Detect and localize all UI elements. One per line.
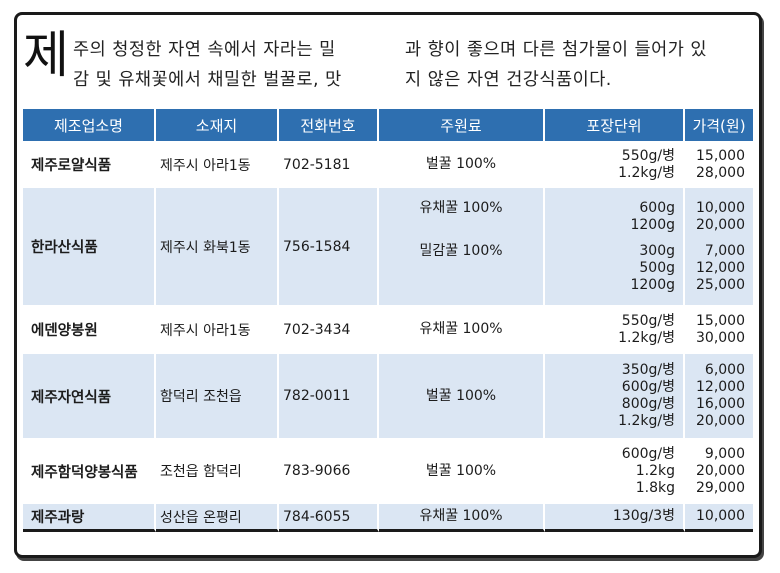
cell-phone: 756-1584 [279, 186, 379, 305]
drop-cap: 제 [23, 26, 69, 84]
price-line: 29,000 [696, 479, 745, 496]
cell-name: 제주자연식품 [23, 352, 156, 438]
intro-line-1-right: 과 향이 좋으며 다른 첨가물이 들어가 있 [405, 40, 707, 60]
unit-line: 1.8kg [635, 479, 675, 496]
cell-units: 550g/병 1.2kg/병 [545, 305, 685, 352]
unit-line: 130g/3병 [612, 508, 675, 524]
header-ingredient: 주원료 [379, 109, 545, 141]
cell-ingredient: 유채꿀 100% [379, 305, 545, 352]
cell-prices: 6,000 12,000 16,000 20,000 [685, 352, 753, 438]
ingredient-line: 밀감꿀 100% [419, 242, 503, 259]
cell-ingredient: 벌꿀 100% [379, 438, 545, 502]
unit-line: 1.2kg/병 [618, 329, 675, 346]
cell-location: 성산읍 온평리 [156, 502, 279, 532]
cell-ingredient: 벌꿀 100% [379, 141, 545, 186]
intro-line-2-left: 감 및 유채꽃에서 채밀한 벌꿀로, 맛 [73, 70, 342, 90]
cell-units: 550g/병 1.2kg/병 [545, 141, 685, 186]
cell-ingredient: 유채꿀 100% [379, 502, 545, 532]
price-line: 12,000 [696, 379, 745, 395]
cell-phone: 702-5181 [279, 141, 379, 186]
table-row: 제주과랑 성산읍 온평리 784-6055 유채꿀 100% 130g/3병 1… [23, 502, 753, 532]
ingredient-line: 벌꿀 100% [425, 387, 497, 404]
table-row: 제주로얄식품 제주시 아라1동 702-5181 벌꿀 100% 550g/병 … [23, 141, 753, 186]
header-package-unit: 포장단위 [545, 109, 685, 141]
intro-paragraph: 제 주의 청정한 자연 속에서 자라는 밀 감 및 유채꽃에서 채밀한 벌꿀로,… [17, 15, 759, 111]
cell-location: 제주시 아라1동 [156, 305, 279, 352]
unit-line: 1.2kg [635, 462, 675, 479]
cell-name: 제주로얄식품 [23, 141, 156, 186]
price-line: 20,000 [696, 462, 745, 479]
cell-location: 조천읍 함덕리 [156, 438, 279, 502]
header-phone: 전화번호 [279, 109, 379, 141]
cell-location: 제주시 화북1동 [156, 186, 279, 305]
cell-prices: 15,000 30,000 [685, 305, 753, 352]
unit-line: 800g/병 [621, 396, 675, 412]
ingredient-line: 벌꿀 100% [425, 462, 497, 479]
price-line: 16,000 [696, 396, 745, 412]
honey-manufacturer-table: 제조업소명 소재지 전화번호 주원료 포장단위 가격(원) 제주로얄식품 제주시… [23, 109, 753, 532]
cell-prices: 10,000 20,000 7,000 12,000 25,000 [685, 186, 753, 305]
cell-phone: 782-0011 [279, 352, 379, 438]
table-row: 제주함덕양봉식품 조천읍 함덕리 783-9066 벌꿀 100% 600g/병… [23, 438, 753, 502]
cell-name: 제주함덕양봉식품 [23, 438, 156, 502]
price-line: 10,000 [696, 199, 745, 216]
unit-line: 1.2kg/병 [618, 413, 675, 429]
cell-units: 130g/3병 [545, 502, 685, 532]
price-line: 12,000 [696, 259, 745, 276]
table-row: 한라산식품 제주시 화북1동 756-1584 유채꿀 100% 밀감꿀 100… [23, 186, 753, 305]
cell-ingredient: 유채꿀 100% 밀감꿀 100% [379, 186, 545, 305]
ingredient-line: 유채꿀 100% [419, 321, 503, 337]
document-frame: 제 주의 청정한 자연 속에서 자라는 밀 감 및 유채꽃에서 채밀한 벌꿀로,… [14, 12, 762, 558]
unit-line: 1200g [630, 276, 675, 293]
table-row: 에덴양봉원 제주시 아라1동 702-3434 유채꿀 100% 550g/병 … [23, 305, 753, 352]
cell-prices: 15,000 28,000 [685, 141, 753, 186]
header-manufacturer: 제조업소명 [23, 109, 156, 141]
cell-location: 함덕리 조천읍 [156, 352, 279, 438]
cell-name: 한라산식품 [23, 186, 156, 305]
table-header-row: 제조업소명 소재지 전화번호 주원료 포장단위 가격(원) [23, 109, 753, 141]
price-line: 7,000 [704, 242, 745, 259]
price-line: 25,000 [696, 276, 745, 293]
cell-units: 600g 1200g 300g 500g 1200g [545, 186, 685, 305]
unit-line: 1200g [630, 216, 675, 233]
price-line: 20,000 [696, 413, 745, 429]
unit-line: 500g [639, 259, 675, 276]
header-location: 소재지 [156, 109, 279, 141]
cell-ingredient: 벌꿀 100% [379, 352, 545, 438]
cell-location: 제주시 아라1동 [156, 141, 279, 186]
price-line: 15,000 [696, 312, 745, 329]
price-line: 15,000 [696, 147, 745, 164]
price-line: 10,000 [696, 508, 745, 524]
cell-phone: 783-9066 [279, 438, 379, 502]
price-line: 28,000 [696, 164, 745, 181]
unit-line: 350g/병 [621, 362, 675, 378]
unit-line: 600g [639, 199, 675, 216]
price-line: 6,000 [704, 362, 745, 378]
ingredient-line: 유채꿀 100% [419, 199, 503, 216]
cell-units: 350g/병 600g/병 800g/병 1.2kg/병 [545, 352, 685, 438]
price-line: 30,000 [696, 329, 745, 346]
cell-units: 600g/병 1.2kg 1.8kg [545, 438, 685, 502]
cell-prices: 9,000 20,000 29,000 [685, 438, 753, 502]
unit-line: 300g [639, 242, 675, 259]
unit-line: 550g/병 [621, 147, 675, 164]
cell-phone: 702-3434 [279, 305, 379, 352]
cell-name: 에덴양봉원 [23, 305, 156, 352]
price-line: 9,000 [704, 445, 745, 462]
cell-name: 제주과랑 [23, 502, 156, 532]
unit-line: 1.2kg/병 [618, 164, 675, 181]
price-line: 20,000 [696, 216, 745, 233]
cell-prices: 10,000 [685, 502, 753, 532]
table-row: 제주자연식품 함덕리 조천읍 782-0011 벌꿀 100% 350g/병 6… [23, 352, 753, 438]
unit-line: 550g/병 [621, 312, 675, 329]
ingredient-line: 유채꿀 100% [419, 508, 503, 524]
intro-line-1-left: 주의 청정한 자연 속에서 자라는 밀 [73, 40, 336, 60]
ingredient-line: 벌꿀 100% [425, 156, 497, 172]
unit-line: 600g/병 [621, 379, 675, 395]
cell-phone: 784-6055 [279, 502, 379, 532]
intro-line-2-right: 지 않은 자연 건강식품이다. [405, 70, 612, 90]
header-price: 가격(원) [685, 109, 753, 141]
unit-line: 600g/병 [621, 445, 675, 462]
